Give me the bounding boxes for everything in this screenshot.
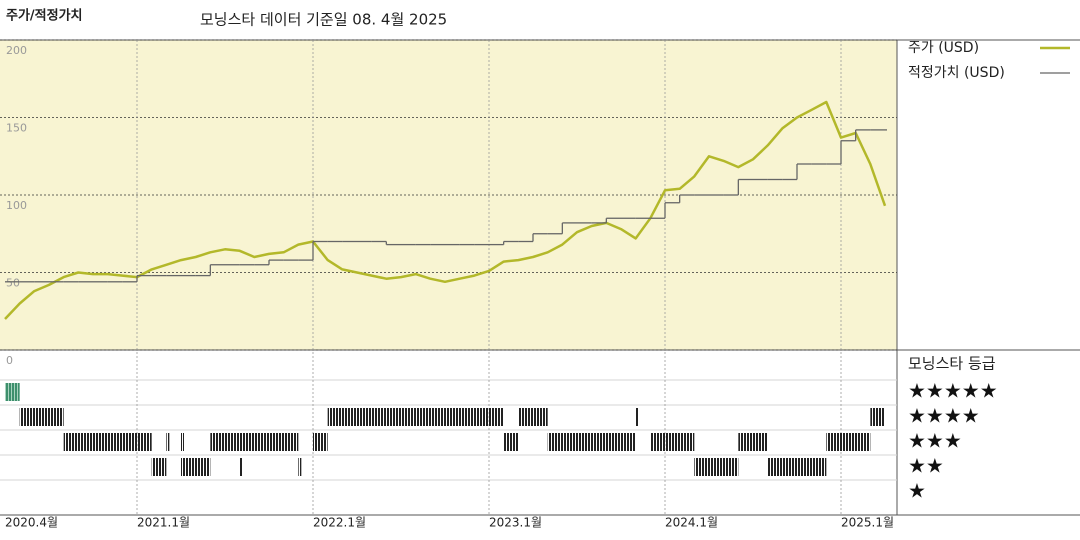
rating-bar: [181, 433, 184, 451]
x-tick-label: 2024.1월: [665, 516, 718, 530]
x-tick-label: 2025.1월: [841, 516, 894, 530]
rating-bar: [166, 433, 170, 451]
rating-bar: [63, 433, 152, 451]
rating-bar: [298, 458, 302, 476]
chart-subtitle: 모닝스타 데이터 기준일 08. 4월 2025: [200, 11, 447, 29]
x-tick-label: 2020.4월: [5, 516, 58, 530]
rating-bar: [181, 458, 211, 476]
rating-legend-label: ★★★★: [908, 404, 980, 428]
rating-bar: [767, 458, 827, 476]
x-tick-label: 2021.1월: [137, 516, 190, 530]
y-tick-label: 150: [6, 122, 27, 135]
y-tick-label: 50: [6, 277, 20, 290]
rating-bar: [694, 458, 739, 476]
rating-legend-label: ★★★: [908, 429, 962, 453]
rating-bar: [547, 433, 636, 451]
x-tick-label: 2023.1월: [489, 516, 542, 530]
y-tick-label: 0: [6, 354, 13, 367]
rating-bar: [210, 433, 299, 451]
rating-bar: [5, 383, 20, 401]
rating-bar: [635, 408, 639, 426]
rating-legend-label: ★★: [908, 454, 944, 478]
rating-bar: [503, 433, 519, 451]
rating-bar: [327, 408, 504, 426]
rating-bar: [870, 408, 885, 426]
rating-legend-label: ★★★★★: [908, 379, 998, 403]
y-tick-label: 100: [6, 199, 27, 212]
rating-bar: [738, 433, 768, 451]
legend-label: 적정가치 (USD): [908, 65, 1005, 81]
legend-label: 주가 (USD): [908, 40, 979, 56]
rating-title: 모닝스타 등급: [908, 355, 996, 373]
rating-bar: [239, 458, 243, 476]
chart-title: 주가/적정가치: [6, 8, 83, 24]
y-tick-label: 200: [6, 44, 27, 57]
rating-bar: [313, 433, 328, 451]
rating-legend-label: ★: [908, 479, 926, 503]
x-tick-label: 2022.1월: [313, 516, 366, 530]
rating-bar: [518, 408, 548, 426]
price-line: [4, 100, 887, 320]
rating-bar: [19, 408, 64, 426]
rating-row-lines: [0, 379, 897, 481]
rating-bar: [151, 458, 167, 476]
rating-bar: [826, 433, 871, 451]
rating-bar: [650, 433, 695, 451]
